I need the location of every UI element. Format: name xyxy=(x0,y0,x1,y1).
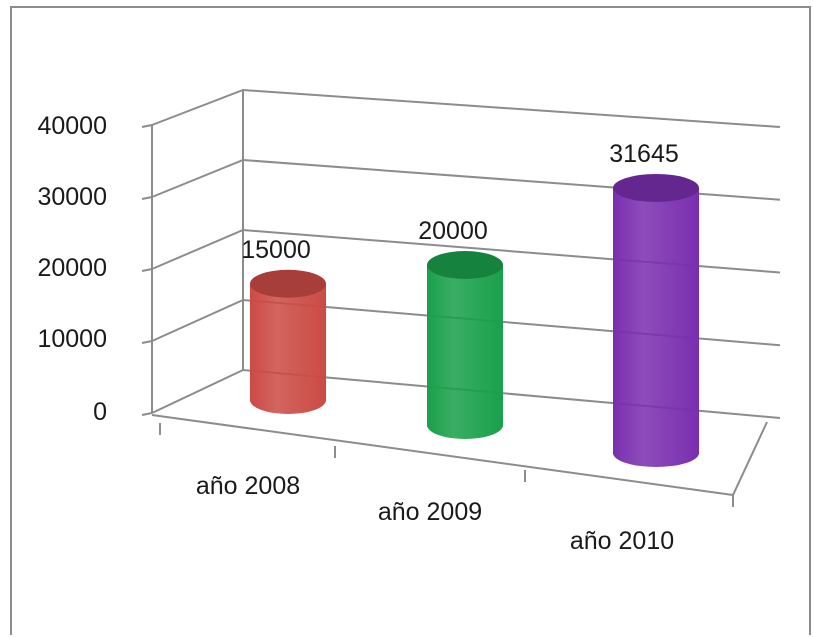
bar-top xyxy=(613,173,699,202)
y-tick-mark xyxy=(141,412,153,416)
bar xyxy=(613,187,699,467)
chart-frame xyxy=(10,6,811,635)
bar xyxy=(250,283,326,414)
category-label: año 2008 xyxy=(196,472,300,500)
y-tick-label: 10000 xyxy=(37,325,107,353)
data-labels: 15000 20000 31645 xyxy=(241,140,679,264)
y-tick-label: 0 xyxy=(93,398,107,426)
bars xyxy=(250,173,699,467)
bar-top xyxy=(250,269,326,298)
y-tick-label: 20000 xyxy=(37,254,107,282)
y-tick-mark xyxy=(141,268,153,272)
category-labels: año 2008 año 2009 año 2010 xyxy=(196,472,674,555)
floor-back-edge xyxy=(151,368,781,419)
data-label: 20000 xyxy=(418,217,488,245)
y-tick-mark xyxy=(141,124,153,128)
y-tick-label: 30000 xyxy=(37,183,107,211)
gridline xyxy=(151,88,781,128)
bar-top xyxy=(427,251,503,279)
bar-shade xyxy=(250,283,326,414)
bar-shade xyxy=(613,187,699,467)
data-label: 31645 xyxy=(609,140,679,168)
y-tick-labels: 0 10000 20000 30000 40000 xyxy=(37,112,107,426)
bar-shade xyxy=(427,265,503,439)
y-tick-mark xyxy=(141,196,153,200)
category-label: año 2010 xyxy=(570,527,674,555)
y-tick-label: 40000 xyxy=(37,112,107,140)
axes xyxy=(141,90,781,507)
category-label: año 2009 xyxy=(378,498,482,526)
y-tick-mark xyxy=(141,340,153,344)
data-label: 15000 xyxy=(241,236,311,264)
bar xyxy=(427,265,503,439)
